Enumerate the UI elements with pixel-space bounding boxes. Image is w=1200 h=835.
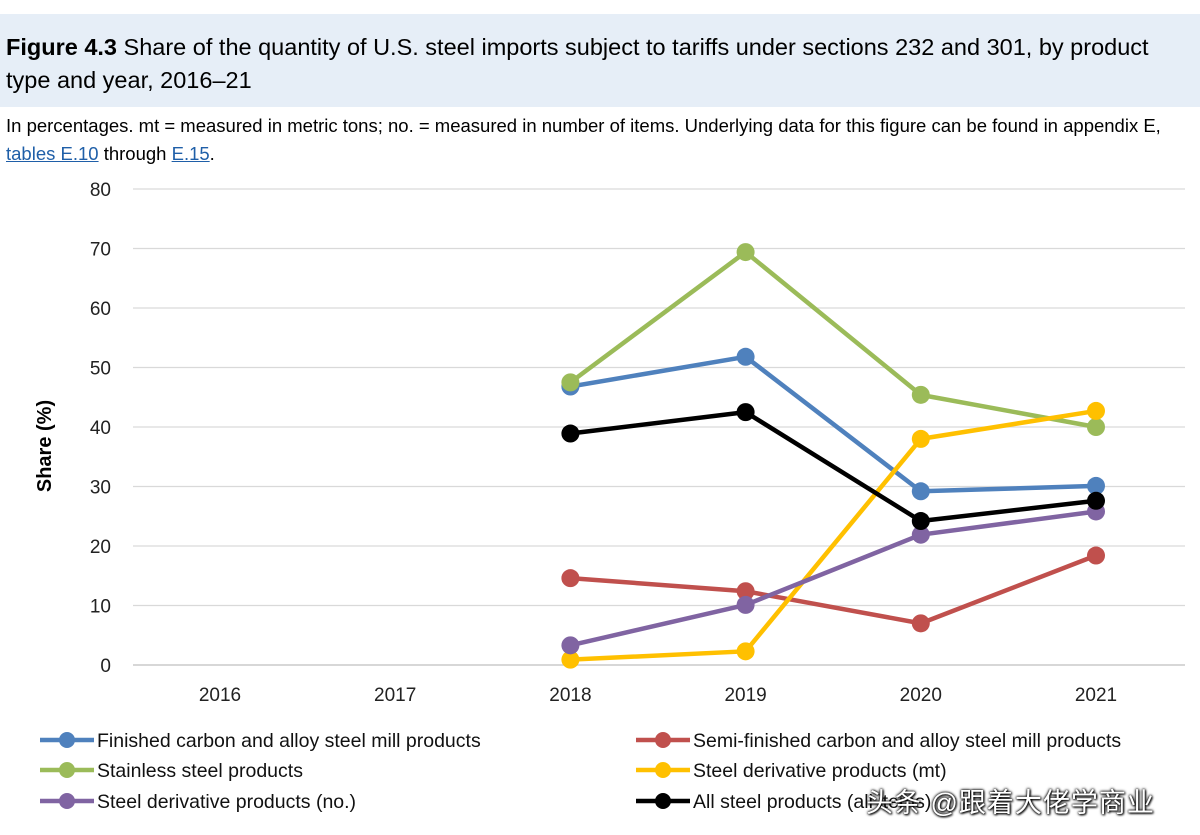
legend-marker [59,793,75,809]
data-point [1087,546,1105,565]
figure-title: Figure 4.3 Share of the quantity of U.S.… [6,31,1194,97]
series-line [568,409,1099,524]
y-tick-label: 30 [90,478,111,499]
data-point [911,429,930,448]
data-point [1087,401,1105,420]
data-point [1087,476,1105,495]
legend-item-2: Stainless steel products [40,760,303,782]
legend-label: All steel products (all items) [693,791,931,813]
legend-label: Stainless steel products [97,760,303,782]
data-point [561,636,580,655]
data-point [911,525,930,544]
subtitle-text-middle: through [98,143,172,164]
x-tick-label: 2020 [900,685,942,706]
data-point [736,347,755,366]
legend-label: Finished carbon and alloy steel mill pro… [97,730,481,752]
series-line [568,354,1099,494]
figure-title-band: Figure 4.3 Share of the quantity of U.S.… [0,14,1200,107]
data-point [736,642,755,661]
legend-item-0: Finished carbon and alloy steel mill pro… [40,730,481,752]
data-point [736,582,755,601]
data-point [561,650,580,669]
y-tick-label: 0 [100,656,111,677]
y-tick-label: 70 [90,240,111,261]
subtitle-text-before: In percentages. mt = measured in metric … [6,115,1161,136]
data-point [736,403,755,422]
series-2 [561,243,1105,436]
x-tick-label: 2016 [199,685,241,706]
tables-e10-link[interactable]: tables E.10 [6,143,99,164]
y-tick-label: 80 [90,180,111,201]
subtitle-text-after: . [209,143,215,164]
data-point [736,595,755,614]
data-point [911,385,930,404]
data-point [911,614,930,633]
figure-title-text: Share of the quantity of U.S. steel impo… [6,34,1149,93]
series-1 [561,546,1105,633]
watermark-text: 头条 @跟着大佬学商业 [866,788,1155,818]
y-tick-label: 50 [90,359,111,380]
series-5 [561,403,1105,531]
legend-item-4: Steel derivative products (no.) [40,791,356,813]
legend-item-5: All steel products (all items) [636,791,931,813]
legend-marker [655,732,671,748]
data-point [911,512,930,531]
series-3 [561,401,1105,669]
legend-marker [59,732,75,748]
x-tick-label: 2021 [1075,685,1117,706]
legend-item-1: Semi-finished carbon and alloy steel mil… [636,730,1121,752]
y-tick-label: 10 [90,597,111,618]
data-point [736,243,755,262]
series-line [568,249,1099,430]
legend-label: Steel derivative products (no.) [97,791,356,813]
legend-label: Semi-finished carbon and alloy steel mil… [693,730,1121,752]
figure-subtitle: In percentages. mt = measured in metric … [6,112,1198,168]
y-tick-label: 60 [90,299,111,320]
series-line [568,553,1099,626]
x-tick-label: 2018 [549,685,591,706]
series-line [568,509,1099,648]
legend-label: Steel derivative products (mt) [693,760,947,782]
data-point [561,373,580,392]
y-tick-label: 20 [90,537,111,558]
y-axis-label: Share (%) [34,400,56,492]
data-point [1087,491,1105,510]
legend-marker [655,793,671,809]
x-tick-label: 2019 [724,685,766,706]
series-line [568,408,1099,662]
legend-marker [655,762,671,778]
legend-marker [59,762,75,778]
x-tick-label: 2017 [374,685,416,706]
data-point [911,482,930,501]
figure-label: Figure 4.3 [6,34,118,60]
data-point [1087,418,1105,436]
e15-link[interactable]: E.15 [171,143,210,164]
data-point [561,569,580,588]
data-point [561,424,580,443]
legend-item-3: Steel derivative products (mt) [636,760,947,782]
y-tick-label: 40 [90,418,111,439]
series-4 [561,502,1105,655]
